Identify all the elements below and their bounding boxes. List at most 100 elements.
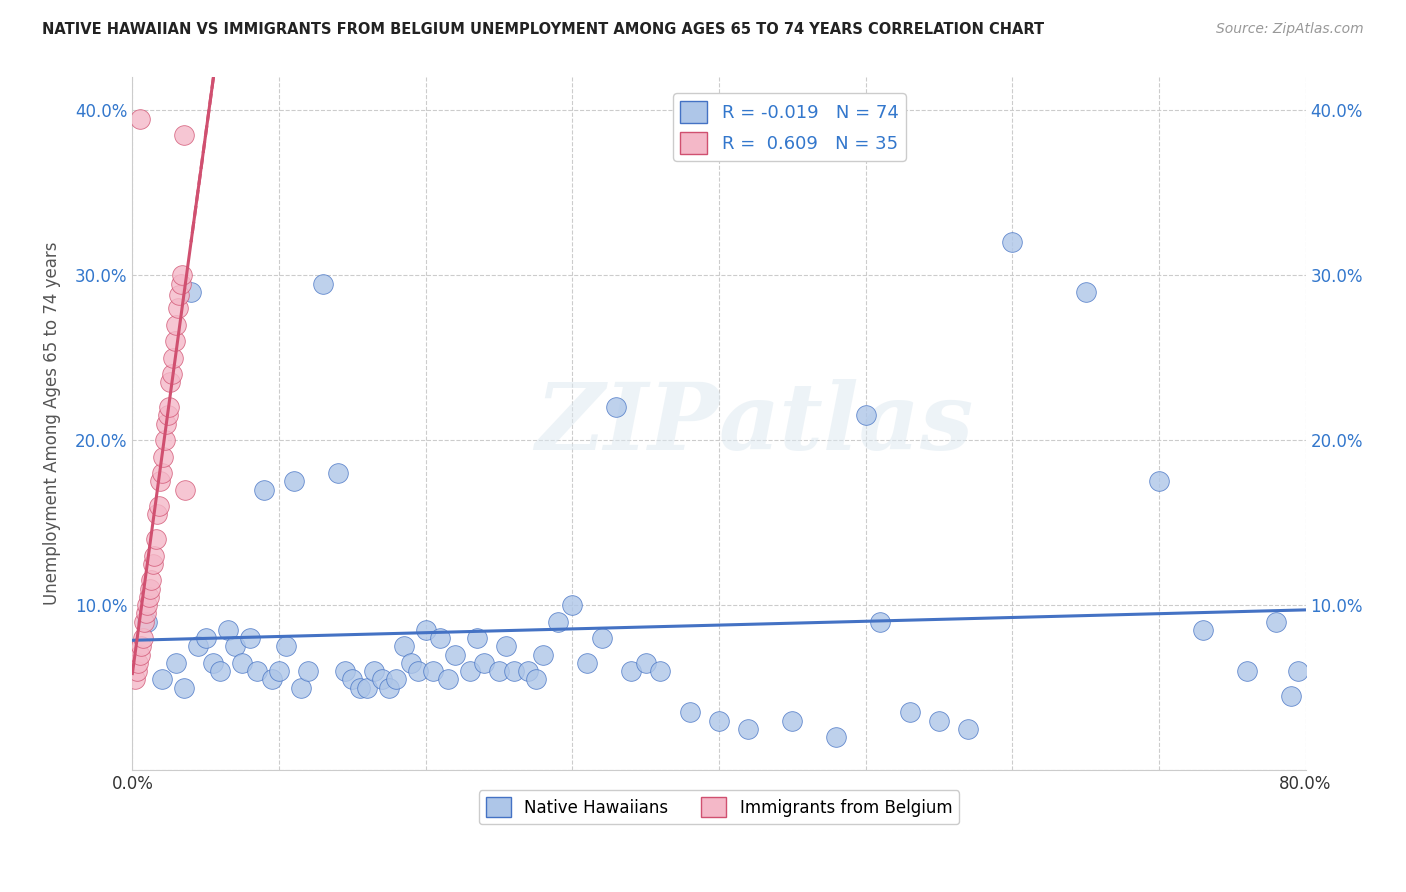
Point [356, 681, 378, 695]
Point [217, 623, 239, 637]
Point [333, 664, 356, 678]
Point [737, 722, 759, 736]
Text: Source: ZipAtlas.com: Source: ZipAtlas.com [1216, 22, 1364, 37]
Point [349, 681, 371, 695]
Point [163, 334, 186, 349]
Text: atlas: atlas [718, 379, 974, 468]
Point [128, 648, 150, 662]
Point [957, 722, 980, 736]
Point [138, 590, 160, 604]
Point [142, 557, 165, 571]
Point [159, 376, 181, 390]
Point [1192, 623, 1215, 637]
Point [145, 532, 167, 546]
Point [129, 640, 152, 654]
Point [124, 673, 146, 687]
Point [385, 673, 408, 687]
Point [141, 574, 163, 588]
Point [139, 582, 162, 596]
Point [524, 673, 547, 687]
Point [156, 409, 179, 423]
Point [531, 648, 554, 662]
Point [678, 706, 700, 720]
Point [1286, 664, 1309, 678]
Point [149, 475, 172, 489]
Point [547, 615, 569, 629]
Point [157, 401, 180, 415]
Point [290, 681, 312, 695]
Point [187, 640, 209, 654]
Point [162, 351, 184, 365]
Point [239, 631, 262, 645]
Point [132, 615, 155, 629]
Point [342, 673, 364, 687]
Point [444, 648, 467, 662]
Point [150, 466, 173, 480]
Point [224, 640, 246, 654]
Point [869, 615, 891, 629]
Point [231, 656, 253, 670]
Point [297, 664, 319, 678]
Point [422, 664, 444, 678]
Point [517, 664, 540, 678]
Point [155, 417, 177, 431]
Point [898, 706, 921, 720]
Point [855, 409, 877, 423]
Point [174, 483, 197, 497]
Point [125, 664, 148, 678]
Point [408, 664, 430, 678]
Text: ZIP: ZIP [534, 379, 718, 468]
Point [276, 640, 298, 654]
Point [326, 466, 349, 480]
Point [283, 475, 305, 489]
Point [928, 714, 950, 728]
Point [575, 656, 598, 670]
Point [128, 112, 150, 126]
Point [160, 368, 183, 382]
Point [127, 656, 149, 670]
Point [591, 631, 613, 645]
Point [378, 681, 401, 695]
Point [1147, 475, 1170, 489]
Point [194, 631, 217, 645]
Point [605, 401, 627, 415]
Point [415, 623, 437, 637]
Point [780, 714, 803, 728]
Point [1265, 615, 1288, 629]
Point [472, 656, 495, 670]
Point [436, 673, 458, 687]
Point [148, 499, 170, 513]
Point [143, 549, 166, 563]
Point [370, 673, 392, 687]
Point [135, 607, 157, 621]
Point [166, 301, 188, 316]
Legend: Native Hawaiians, Immigrants from Belgium: Native Hawaiians, Immigrants from Belgiu… [479, 790, 959, 824]
Point [180, 285, 202, 299]
Point [825, 730, 848, 744]
Point [312, 277, 335, 291]
Point [465, 631, 488, 645]
Point [502, 664, 524, 678]
Point [153, 434, 176, 448]
Point [634, 656, 657, 670]
Point [253, 483, 276, 497]
Point [1074, 285, 1097, 299]
Y-axis label: Unemployment Among Ages 65 to 74 years: Unemployment Among Ages 65 to 74 years [44, 242, 60, 606]
Point [399, 656, 422, 670]
Point [165, 656, 187, 670]
Point [392, 640, 415, 654]
Point [488, 664, 510, 678]
Point [707, 714, 730, 728]
Point [495, 640, 517, 654]
Point [136, 598, 159, 612]
Point [458, 664, 481, 678]
Point [169, 288, 191, 302]
Point [429, 631, 451, 645]
Point [172, 268, 194, 283]
Point [150, 673, 173, 687]
Point [165, 318, 187, 332]
Point [146, 508, 169, 522]
Point [1279, 689, 1302, 703]
Point [209, 664, 232, 678]
Point [131, 631, 153, 645]
